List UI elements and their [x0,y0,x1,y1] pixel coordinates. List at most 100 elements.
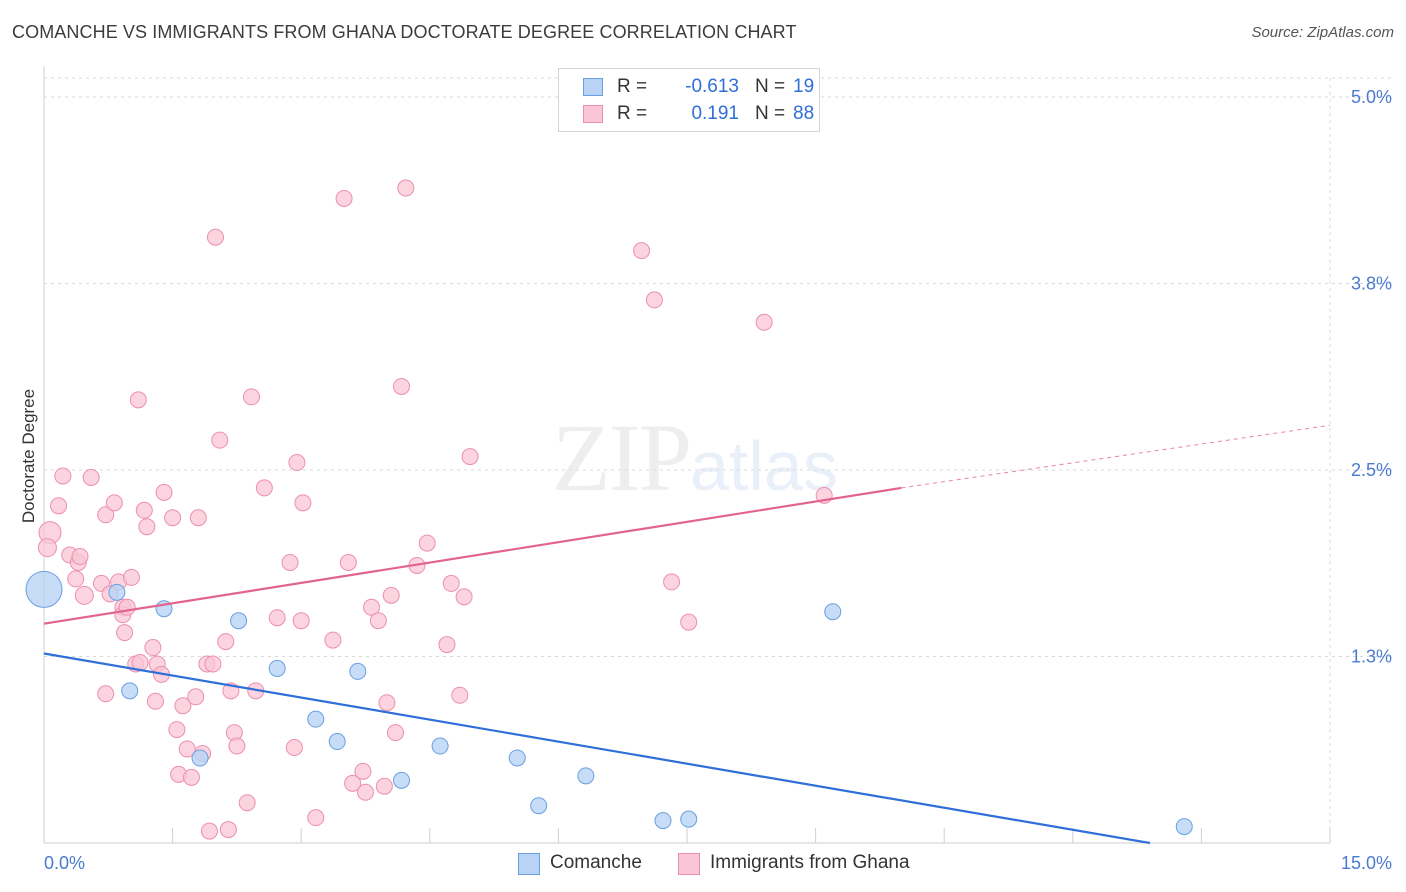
ghana-point [74,585,94,605]
ghana-point [393,377,411,395]
comanche-point [25,570,63,608]
n-value-comanche: 19 [793,76,815,97]
ghana-point [281,554,299,572]
ghana-point [344,774,362,792]
ghana-point [294,494,312,512]
ghana-point [461,448,479,466]
ghana-point [164,509,182,527]
ghana-point [442,574,460,592]
source-label: Source: ZipAtlas.com [1251,24,1394,41]
comanche-point [328,733,346,751]
ghana-point [357,783,374,801]
ghana-point [146,692,164,710]
ghana-point [363,598,381,616]
comanche-point [393,771,411,789]
ghana-point [238,794,256,812]
n-value-ghana: 88 [793,103,815,124]
ghana-point [54,467,72,485]
ghana-point [438,636,456,654]
ghana-point [663,573,681,591]
ghana-point [285,739,303,757]
ghana-point [307,809,325,827]
r-value-ghana: 0.191 [691,103,739,124]
chart-title: COMANCHE VS IMMIGRANTS FROM GHANA DOCTOR… [12,22,797,42]
ghana-point [182,768,200,786]
ghana-point [200,822,218,840]
comanche-point [349,662,367,680]
ghana-point [97,506,115,524]
watermark-atlas: atlas [690,427,838,505]
y-tick-label: 5.0% [1351,87,1392,107]
ghana-point [144,639,162,657]
ghana-point [387,724,405,742]
ghana-point [118,598,136,616]
y-axis-label: Doctorate Degree [19,389,38,523]
n-label: N = [755,76,786,97]
comanche-trend-line [43,652,1151,845]
ghana-trend-extension [901,424,1331,489]
comanche-point [680,810,698,828]
ghana-point [375,777,393,795]
watermark: ZIPatlas [552,402,838,513]
ghana-point [268,609,286,627]
ghana-point [129,391,147,409]
comanche-point [824,603,842,621]
ghana-point [67,570,85,588]
comanche-point [530,797,548,815]
ghana-point [354,762,372,780]
ghana-point [206,228,224,246]
ghana-point [645,291,663,309]
comanche-point [268,659,286,677]
watermark-zip: ZIP [552,404,692,511]
axes [43,66,1331,844]
ghana-point [168,721,186,739]
grid [44,77,1392,843]
comanche-point [121,682,139,700]
x-tick-label-min: 0.0% [44,853,85,873]
ghana-point [633,242,651,260]
ghana-point [680,613,698,631]
x-tick-label-max: 15.0% [1341,853,1392,873]
legend-label-comanche: Comanche [550,852,642,873]
ghana-point [418,534,436,552]
ghana-swatch [583,105,603,123]
ghana-point [138,518,156,536]
y-tick-label: 2.5% [1351,460,1392,480]
ghana-point [324,631,342,649]
ghana-point [369,612,387,630]
ghana-point [219,821,237,839]
comanche-point [577,767,595,785]
ghana-point [204,655,222,673]
comanche-point [307,710,325,728]
r-label: R = [617,103,648,124]
ghana-point [382,586,400,604]
ghana-point [71,548,89,566]
ghana-point [97,685,115,703]
tick-labels: 1.3% 2.5% 3.8% 5.0% 0.0% 15.0% [44,87,1392,873]
ghana-point [228,737,246,755]
ghana-point [335,189,353,207]
comanche-point [191,749,209,767]
comanche-point [431,737,449,755]
legend-label-ghana: Immigrants from Ghana [710,852,910,873]
ghana-point [339,554,357,572]
y-tick-label: 3.8% [1351,274,1392,294]
ghana-trend-line [43,486,902,625]
comanche-swatch [583,78,603,96]
stats-panel: R = -0.613 N = 19 R = 0.191 N = 88 [558,68,820,132]
ghana-point [178,740,196,758]
ghana-point [174,697,192,715]
ghana-point [155,483,173,501]
ghana-point [116,624,134,642]
comanche-point [508,749,526,767]
ghana-point [455,588,473,606]
trend-lines [43,424,1331,845]
ghana-point [242,388,260,406]
ghana-point [755,313,773,331]
ghana-point [211,431,229,449]
comanche-point [230,612,248,630]
comanche-point [1175,818,1193,836]
ghana-point [189,509,207,527]
ghana-legend-swatch [678,853,700,875]
